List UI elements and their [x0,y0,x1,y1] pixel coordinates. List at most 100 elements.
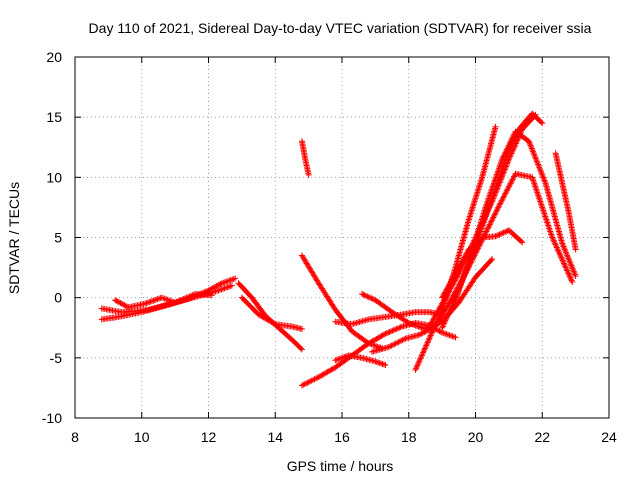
data-point [542,213,549,220]
data-point [217,280,224,287]
data-point [439,324,446,331]
data-point [536,165,543,172]
data-point [268,318,275,325]
data-point [538,170,545,177]
data-point [439,323,446,330]
series-arc-18 [552,150,579,253]
data-point [270,320,277,327]
data-point [225,283,232,290]
data-point [158,294,165,301]
data-point [186,293,193,300]
data-point [510,174,517,181]
data-point [183,294,190,301]
data-point [361,292,368,299]
data-point [560,243,567,250]
data-point [530,178,537,185]
data-point [508,179,515,186]
data-point [420,348,427,355]
y-tick-label: 5 [54,230,62,246]
data-point [382,330,389,337]
data-point [360,291,367,298]
data-point [541,177,548,184]
series-arc-04 [235,280,305,353]
data-point [546,226,553,233]
data-point [505,142,512,149]
data-point [540,174,547,181]
data-point [446,281,453,288]
x-tick-label: 12 [201,429,217,445]
data-point [518,238,525,245]
data-point [230,275,237,282]
data-point [409,321,416,328]
series-arc-09 [332,309,446,328]
data-point [164,296,171,303]
data-point [298,325,305,332]
series-arc-06 [298,138,312,178]
data-point [369,295,376,302]
data-point [430,325,437,332]
data-point [503,189,510,196]
data-point [549,234,556,241]
data-point [224,284,231,291]
data-point [504,145,511,152]
data-point [562,264,569,271]
data-point [543,217,550,224]
data-point [531,151,538,158]
data-point [375,359,382,366]
data-point [446,308,453,315]
data-point [539,204,546,211]
data-point [259,313,266,320]
data-point [456,262,463,269]
data-point [315,374,322,381]
data-point [429,328,436,335]
data-point [501,191,508,198]
data-point [219,285,226,292]
y-tick-label: 10 [46,169,62,185]
data-point [375,334,382,341]
data-point [457,261,464,268]
data-point [557,251,564,258]
data-point [416,358,423,365]
data-point [538,201,545,208]
series-arc-08 [298,319,459,389]
data-point [493,207,500,214]
data-point [423,341,430,348]
data-point [488,217,495,224]
data-point [220,279,227,286]
data-point [146,299,153,306]
data-point [495,232,502,239]
data-point [312,375,319,382]
data-point [437,328,444,335]
data-point [428,331,435,338]
data-point [265,317,272,324]
data-point [332,357,339,364]
data-point [537,198,544,205]
data-point [122,302,129,309]
data-point [304,379,311,386]
data-point [436,304,443,311]
data-point [413,364,420,371]
data-point [538,202,545,209]
data-point [547,228,554,235]
data-point [567,276,574,283]
data-point [559,257,566,264]
data-point [545,223,552,230]
data-point [553,244,560,251]
data-point [456,263,463,270]
data-point [374,343,381,350]
data-point [544,220,551,227]
data-point [392,340,399,347]
data-point [559,240,566,247]
data-point [459,258,466,265]
data-point [450,274,457,281]
data-point [370,337,377,344]
data-point [441,319,448,326]
data-point [318,372,325,379]
data-point [534,189,541,196]
data-point [445,282,452,289]
data-point [229,276,236,283]
data-point [445,310,452,317]
data-point [149,298,156,305]
